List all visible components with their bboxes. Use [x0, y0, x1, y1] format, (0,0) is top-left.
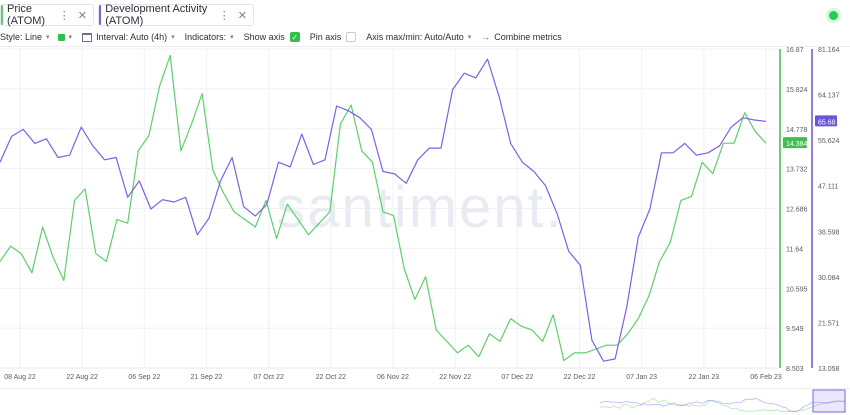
dev-axis-tick: 64.137 [818, 93, 840, 100]
navigator-lines [599, 397, 846, 413]
price-color-bar [1, 5, 3, 25]
x-axis-tick: 21 Sep 22 [191, 374, 223, 381]
dev-activity-line [0, 58, 767, 362]
x-axis-tick: 22 Nov 22 [439, 374, 471, 381]
show-axis-toggle[interactable]: Show axis ✓ [243, 32, 300, 42]
x-axis-tick: 22 Jan 23 [688, 374, 719, 381]
axis-range-selector[interactable]: Axis max/min: Auto/Auto ▾ [366, 32, 472, 42]
checkbox-unchecked-icon[interactable] [346, 32, 357, 42]
price-axis-tick: 13.732 [786, 167, 808, 174]
last-price-label: 14.384 [786, 141, 808, 148]
dev-axis-tick: 47.111 [818, 184, 838, 191]
chevron-down-icon: ▾ [230, 34, 234, 41]
metric-label-dev-activity: Development Activity (ATOM) [105, 3, 208, 27]
interval-selector[interactable]: Interval: Auto (4h) ▾ [82, 32, 175, 42]
metric-chip-dev-activity[interactable]: Development Activity (ATOM) ⋮ ✕ [98, 3, 254, 27]
last-dev-badge [815, 115, 837, 127]
dev-axis-tick: 30.084 [818, 275, 840, 282]
price-axis-tick: 8.503 [786, 366, 804, 373]
price-axis-tick: 10.595 [786, 286, 808, 293]
chevron-down-icon: ▾ [171, 34, 175, 41]
chevron-down-icon: ▾ [467, 34, 472, 41]
toolbar-divider [0, 46, 850, 47]
metric-label-price: Price (ATOM) [6, 3, 46, 27]
last-dev-label: 65.68 [818, 119, 836, 126]
color-swatch[interactable] [57, 33, 65, 41]
chevron-down-icon: ▾ [68, 34, 73, 41]
metric-chip-price[interactable]: Price (ATOM) ⋮ ✕ [0, 3, 94, 27]
x-axis-tick: 07 Dec 22 [501, 374, 533, 381]
x-axis-tick: 06 Sep 22 [128, 374, 160, 381]
navigator-line [599, 397, 846, 413]
chart-area[interactable]: santiment. 16.87 15.824 14.778 13.732 12.686… [0, 47, 850, 387]
x-axis-tick: 22 Oct 22 [316, 374, 346, 381]
x-axis-tick: 22 Aug 22 [66, 374, 98, 381]
x-axis-tick: 06 Nov 22 [377, 374, 409, 381]
close-icon[interactable]: ✕ [77, 9, 87, 22]
x-axis: 08 Aug 22 22 Aug 22 06 Sep 22 21 Sep 22 07 O… [0, 367, 782, 381]
right-axes: 16.87 15.824 14.778 13.732 12.686 11.64 10.595… [779, 47, 840, 373]
navigator-background [0, 388, 850, 415]
chart-toolbar: Style: Line ▾ ▾ Interval: Auto (4h) ▾ In… [0, 29, 572, 45]
pin-axis-toggle[interactable]: Pin axis [310, 32, 357, 42]
navigator-selection-handle[interactable] [812, 389, 846, 413]
dev-axis-tick: 38.598 [818, 229, 840, 236]
calendar-icon [82, 32, 93, 42]
more-options-icon[interactable]: ⋮ [58, 9, 70, 22]
dev-axis-tick: 81.164 [818, 47, 840, 54]
checkbox-checked-icon[interactable]: ✓ [289, 32, 300, 42]
arrow-right-icon: → [481, 32, 491, 42]
navigator-line [599, 397, 846, 413]
price-axis-tick: 15.824 [786, 87, 808, 94]
timeline-navigator[interactable] [0, 388, 850, 415]
x-axis-tick: 07 Oct 22 [253, 374, 283, 381]
more-options-icon[interactable]: ⋮ [218, 9, 230, 22]
watermark: santiment. [276, 175, 564, 240]
style-selector[interactable]: Style: Line ▾ ▾ [0, 32, 73, 42]
dev-axis-tick: 21.571 [818, 320, 840, 327]
price-axis-tick: 16.87 [786, 47, 804, 54]
x-axis-tick: 08 Aug 22 [4, 374, 36, 381]
close-icon[interactable]: ✕ [237, 9, 247, 22]
last-price-badge [783, 137, 807, 149]
x-axis-tick: 06 Feb 23 [750, 374, 782, 381]
dev-axis-tick: 55.624 [818, 138, 840, 145]
x-axis-tick: 22 Dec 22 [564, 374, 596, 381]
indicators-selector[interactable]: Indicators: ▾ [184, 32, 234, 42]
dev-color-bar [99, 5, 102, 25]
chevron-down-icon: ▾ [46, 34, 50, 41]
price-axis-tick: 11.64 [786, 246, 803, 253]
price-line [0, 54, 767, 362]
price-axis-tick: 9.549 [786, 326, 804, 333]
combine-metrics-button[interactable]: → Combine metrics [481, 32, 562, 42]
price-axis-tick: 12.686 [786, 207, 808, 214]
live-status-dot [829, 11, 838, 20]
price-axis-tick: 14.778 [786, 127, 808, 134]
x-axis-tick: 07 Jan 23 [626, 374, 657, 381]
dev-axis-tick: 13.058 [818, 366, 840, 373]
series-lines [0, 54, 767, 362]
